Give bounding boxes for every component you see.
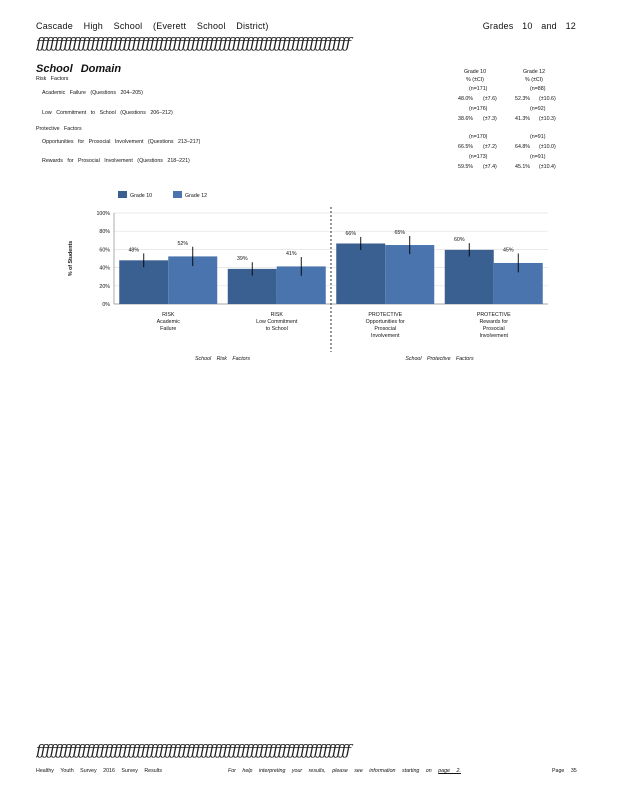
row4-g10-ci: (±7.4) xyxy=(483,164,497,170)
row2-g10-val: 38.6% xyxy=(458,116,474,122)
category-label: Involvement xyxy=(479,333,508,339)
data-label: 60% xyxy=(454,237,465,243)
y-tick-label: 0% xyxy=(102,302,110,308)
legend-label: Grade 12 xyxy=(185,193,207,199)
row2-g12-n: (n=92) xyxy=(530,106,546,112)
row-label-low-commitment: Low Commitment to School (Questions 206–… xyxy=(42,110,173,116)
group-label-risk: School Risk Factors xyxy=(195,356,250,362)
bar xyxy=(336,243,386,304)
row3-g12-val: 64.8% xyxy=(515,144,531,150)
risk-factors-heading: Risk Factors xyxy=(36,76,69,82)
category-label: PROTECTIVE xyxy=(368,312,402,318)
row3-g10-ci: (±7.2) xyxy=(483,144,497,150)
category-label: RISK xyxy=(271,312,284,318)
category-label: Academic xyxy=(157,319,181,325)
grade12-col-unit: % (±CI) xyxy=(525,77,543,83)
grade10-col-header: Grade 10 xyxy=(463,69,487,75)
row3-g10-n: (n=170) xyxy=(469,134,488,140)
legend-swatch xyxy=(118,191,127,198)
legend-label: Grade 10 xyxy=(130,193,152,199)
grade12-col-header: Grade 12 xyxy=(522,69,546,75)
y-tick-label: 80% xyxy=(99,229,110,235)
row4-g12-n: (n=91) xyxy=(530,154,546,160)
footer-page-link[interactable]: page 2. xyxy=(438,768,461,774)
data-label: 39% xyxy=(237,256,248,262)
group-label-protective: School Protective Factors xyxy=(405,356,474,362)
category-label: RISK xyxy=(162,312,175,318)
footer-help-text: For help interpreting your results, plea… xyxy=(228,768,461,774)
category-label: Involvement xyxy=(371,333,400,339)
legend-swatch xyxy=(173,191,182,198)
bar xyxy=(119,260,169,304)
category-label: Failure xyxy=(160,326,176,332)
data-label: 66% xyxy=(345,231,356,237)
row4-g10-val: 59.5% xyxy=(458,164,474,170)
row3-g12-n: (n=91) xyxy=(530,134,546,140)
row1-g12-ci: (±10.6) xyxy=(539,96,556,102)
y-tick-label: 100% xyxy=(96,211,110,217)
bar xyxy=(444,249,494,304)
row1-g10-ci: (±7.6) xyxy=(483,96,497,102)
footer-help-prefix: For help interpreting your results, plea… xyxy=(228,768,432,774)
bar-chart: 0% 20% 40% 60% 80% 100% % of Students Grade 10 G… xyxy=(68,191,548,362)
category-label: Prosocial xyxy=(374,326,396,332)
section-title: School Domain xyxy=(36,63,122,75)
y-axis-label: % of Students xyxy=(68,241,74,276)
data-label: 45% xyxy=(503,247,514,253)
y-tick-label: 60% xyxy=(99,247,110,253)
row-label-opportunities: Opportunities for Prosocial Involvement … xyxy=(42,139,201,145)
school-name: Cascade High School (Everett School Dist… xyxy=(36,21,269,31)
category-label: to School xyxy=(266,326,288,332)
grade10-col-unit: % (±CI) xyxy=(466,77,484,83)
data-label: 48% xyxy=(128,247,139,253)
row2-g10-n: (n=176) xyxy=(469,106,488,112)
row4-g12-ci: (±10.4) xyxy=(539,164,556,170)
bar xyxy=(385,245,435,304)
data-label: 65% xyxy=(394,230,405,236)
protective-factors-heading: Protective Factors xyxy=(36,126,82,132)
row4-g12-val: 45.1% xyxy=(515,164,531,170)
footer-page-number: Page 35 xyxy=(552,768,577,774)
decorative-rule-top: ƒƒƒƒƒƒƒƒƒƒƒƒƒƒƒƒƒƒƒƒƒƒƒƒƒƒƒƒƒƒƒƒƒƒƒƒƒƒƒƒ… xyxy=(36,34,351,52)
row1-g10-n: (n=171) xyxy=(469,86,488,92)
row2-g10-ci: (±7.3) xyxy=(483,116,497,122)
category-label: Low Commitment xyxy=(256,319,298,325)
y-tick-label: 20% xyxy=(99,284,110,290)
data-label: 41% xyxy=(286,251,297,257)
row3-g12-ci: (±10.0) xyxy=(539,144,556,150)
row1-g10-val: 48.0% xyxy=(458,96,474,102)
y-tick-label: 40% xyxy=(99,266,110,272)
row3-g10-val: 66.5% xyxy=(458,144,474,150)
data-label: 52% xyxy=(177,241,188,247)
category-label: Opportunities for xyxy=(366,319,405,325)
row2-g12-ci: (±10.3) xyxy=(539,116,556,122)
decorative-rule-bottom: ƒƒƒƒƒƒƒƒƒƒƒƒƒƒƒƒƒƒƒƒƒƒƒƒƒƒƒƒƒƒƒƒƒƒƒƒƒƒƒƒ… xyxy=(36,741,351,759)
category-label: Rewards for xyxy=(479,319,508,325)
category-label: Prosocial xyxy=(483,326,505,332)
category-label: PROTECTIVE xyxy=(477,312,511,318)
footer-survey-title: Healthy Youth Survey 2016 Survey Results xyxy=(36,768,162,774)
row4-g10-n: (n=173) xyxy=(469,154,488,160)
grades-label: Grades 10 and 12 xyxy=(482,21,576,31)
row1-g12-n: (n=88) xyxy=(530,86,546,92)
row1-g12-val: 52.3% xyxy=(515,96,531,102)
row2-g12-val: 41.3% xyxy=(515,116,531,122)
row-label-rewards: Rewards for Prosocial Involvement (Quest… xyxy=(42,158,190,164)
row-label-academic-failure: Academic Failure (Questions 204–205) xyxy=(42,90,143,96)
